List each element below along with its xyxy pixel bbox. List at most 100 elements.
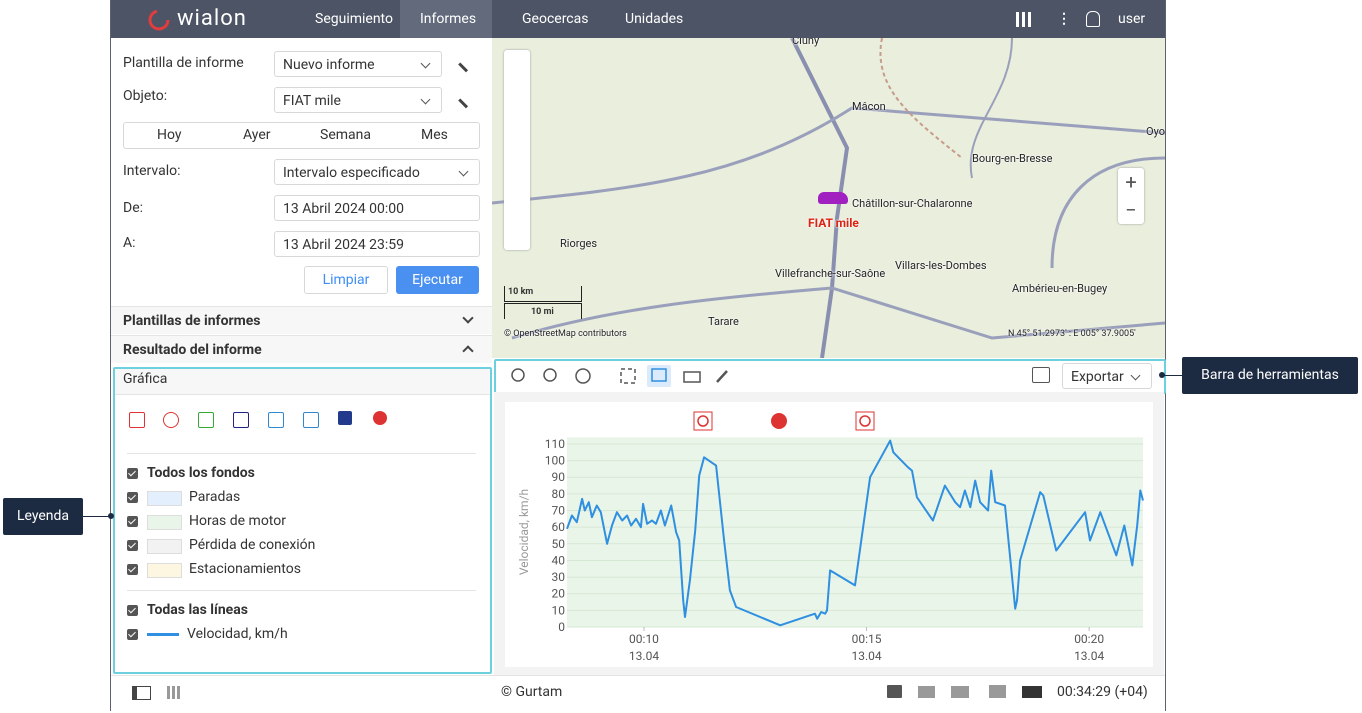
- legend-title: Todas las líneas: [147, 602, 248, 618]
- legend-line: [147, 633, 179, 636]
- chart: Velocidad, km/h 0 10 20 30 40 50 60 70 80 90 100 11…: [505, 402, 1153, 667]
- callout-line: [1164, 375, 1182, 376]
- period[interactable]: Hoy: [157, 127, 182, 143]
- map-label: Villars-les-Dombes: [895, 259, 987, 272]
- menu-icon[interactable]: ⋮: [1057, 11, 1071, 27]
- template-select[interactable]: Nuevo informe: [274, 51, 442, 77]
- user-icon[interactable]: [1086, 11, 1100, 27]
- map-tools[interactable]: [504, 50, 530, 250]
- pencil[interactable]: [716, 370, 728, 383]
- map-label: Mâcon: [852, 100, 886, 113]
- event-icon: [859, 415, 871, 427]
- checkbox[interactable]: [127, 492, 138, 503]
- checkbox[interactable]: [127, 564, 138, 575]
- export-button[interactable]: Exportar: [1062, 363, 1152, 389]
- select-zoom[interactable]: [620, 368, 636, 384]
- nav-item-active[interactable]: Informes: [400, 0, 492, 38]
- section-header[interactable]: Resultado del informe: [111, 335, 492, 363]
- divider: [127, 453, 476, 454]
- footer-icon[interactable]: [989, 685, 1006, 698]
- y-tick-label: 90: [552, 470, 566, 484]
- callout: Barra de herramientas: [1182, 357, 1358, 394]
- legend-swatch: [147, 539, 182, 554]
- report-icon[interactable]: [268, 412, 284, 428]
- callout-line: [83, 516, 111, 517]
- tooltip-tool[interactable]: [651, 368, 667, 382]
- report-icon[interactable]: [303, 412, 319, 428]
- y-tick-label: 20: [552, 587, 566, 601]
- grid-toggle[interactable]: [167, 686, 180, 699]
- label: De:: [123, 200, 144, 216]
- report-icon[interactable]: [163, 412, 179, 428]
- from-input[interactable]: 13 Abril 2024 00:00: [274, 195, 480, 221]
- map-label: Bourg-en-Bresse: [972, 152, 1053, 165]
- label: Objeto:: [123, 88, 168, 104]
- checkbox[interactable]: [127, 629, 138, 640]
- footer-icon[interactable]: [951, 686, 969, 698]
- unit-label[interactable]: FIAT mile: [808, 216, 859, 230]
- y-tick-label: 110: [545, 437, 565, 451]
- logo-icon: [148, 9, 170, 31]
- event-marker[interactable]: [771, 413, 787, 429]
- attribution: © OpenStreetMap contributors: [504, 329, 627, 339]
- event-marker[interactable]: [855, 411, 875, 431]
- section-header[interactable]: Plantillas de informes: [111, 306, 492, 334]
- x-tick-label: 00:20: [1074, 632, 1104, 646]
- x-tick-date: 13.04: [1074, 649, 1104, 663]
- period[interactable]: Semana: [320, 127, 371, 143]
- footer-icon[interactable]: [887, 685, 902, 698]
- checkbox[interactable]: [127, 468, 138, 479]
- interval-select[interactable]: Intervalo especificado: [274, 159, 480, 185]
- unit-icon[interactable]: [818, 192, 848, 204]
- callout-dot: [1159, 372, 1165, 378]
- zoom-out[interactable]: [543, 368, 557, 382]
- run-button[interactable]: Ejecutar: [396, 266, 479, 294]
- apps-icon[interactable]: [1016, 12, 1031, 27]
- checkbox[interactable]: [127, 540, 138, 551]
- event-icon: [697, 415, 709, 427]
- y-axis-title: Velocidad, km/h: [517, 489, 531, 575]
- checkbox[interactable]: [127, 605, 138, 616]
- print-button[interactable]: [1032, 367, 1050, 383]
- zoom-controls[interactable]: + −: [1118, 168, 1144, 224]
- nav-item[interactable]: Geocercas: [522, 11, 589, 27]
- map-label: Ambérieu-en-Bugey: [1012, 282, 1108, 295]
- reset[interactable]: [575, 368, 591, 384]
- legend-label: Estacionamientos: [189, 561, 301, 577]
- label: A:: [123, 235, 136, 251]
- report-icon[interactable]: [233, 412, 249, 428]
- period[interactable]: Ayer: [243, 127, 271, 143]
- report-icon[interactable]: [338, 411, 352, 425]
- period[interactable]: Mes: [421, 127, 448, 143]
- checkbox[interactable]: [127, 516, 138, 527]
- legend-swatch: [147, 563, 182, 578]
- user-name[interactable]: user: [1118, 11, 1146, 27]
- clear-button[interactable]: Limpiar: [304, 266, 388, 294]
- nav-item[interactable]: Seguimiento: [315, 11, 393, 27]
- legend-label: Pérdida de conexión: [189, 537, 316, 553]
- event-marker[interactable]: [693, 411, 713, 431]
- object-select[interactable]: FIAT mile: [274, 87, 442, 113]
- toolbar: [494, 359, 1166, 394]
- scale-km: 10 km: [504, 286, 582, 302]
- zoom-in[interactable]: [511, 368, 525, 382]
- footer-icon[interactable]: [1022, 686, 1042, 698]
- map-label: Cluny: [792, 38, 820, 47]
- map-label: Châtillon-sur-Chalaronne: [852, 197, 973, 210]
- to-input[interactable]: 13 Abril 2024 23:59: [274, 231, 480, 257]
- tab[interactable]: Gráfica: [123, 371, 168, 387]
- report-icon[interactable]: [198, 412, 214, 428]
- nav-item[interactable]: Unidades: [625, 11, 684, 27]
- y-tick-label: 60: [552, 520, 566, 534]
- legend-panel: [113, 367, 492, 674]
- plot-background: [567, 437, 1143, 627]
- period-bar: [123, 122, 480, 149]
- x-tick-label: 00:15: [852, 632, 882, 646]
- panel-toggle[interactable]: [132, 686, 151, 700]
- ruler[interactable]: [683, 371, 701, 383]
- footer-icon[interactable]: [918, 686, 935, 698]
- report-icon[interactable]: [373, 411, 387, 425]
- map[interactable]: Cluny Mâcon Bourg-en-Bresse Oyo Châtillo…: [492, 38, 1165, 358]
- report-icon[interactable]: [129, 412, 145, 428]
